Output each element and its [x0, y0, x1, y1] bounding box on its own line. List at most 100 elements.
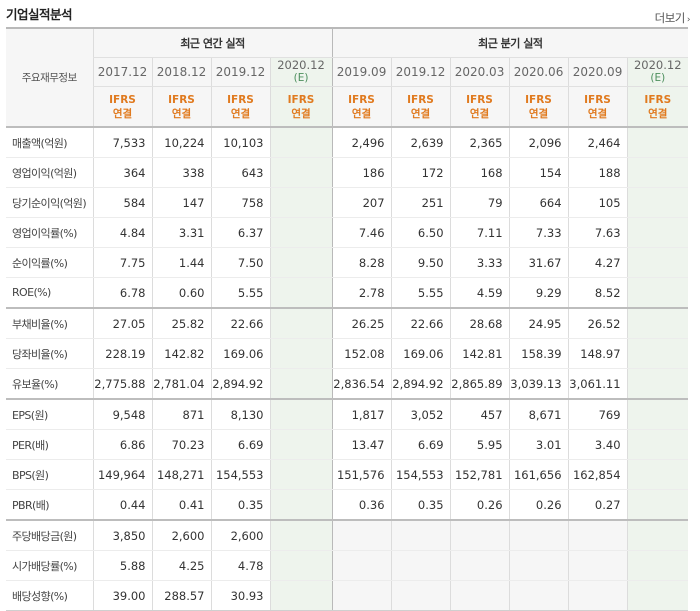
quarter-value: 154 — [508, 157, 569, 188]
quarter-value: 22.66 — [390, 307, 451, 339]
quarter-value: 152,781 — [449, 459, 510, 490]
column-header-label: 주요재무정보 — [6, 27, 93, 127]
quarter-estimate-value — [626, 157, 689, 188]
annual-value: 758 — [210, 187, 270, 218]
quarter-value: 188 — [567, 157, 628, 188]
row-label: 배당성향(%) — [6, 580, 93, 611]
quarter-estimate-value — [626, 550, 689, 581]
row-label: PER(배) — [6, 429, 93, 460]
ifrs-badge: IFRS 연결 — [92, 86, 152, 128]
quarter-value — [449, 519, 510, 551]
annual-estimate-value — [269, 459, 333, 490]
consolidated-label: 연결 — [112, 107, 133, 120]
annual-value: 10,224 — [151, 126, 211, 158]
quarter-value: 2,836.54 — [331, 368, 392, 400]
quarter-value — [508, 519, 569, 551]
annual-value: 4.25 — [151, 550, 211, 581]
annual-estimate-value — [269, 187, 333, 218]
annual-value: 10,103 — [210, 126, 270, 158]
quarter-value: 158.39 — [508, 338, 569, 369]
chevron-right-icon: › — [686, 15, 691, 25]
more-link[interactable]: 더보기 › — [654, 10, 691, 26]
quarter-date-header: 2019.09 — [331, 57, 392, 87]
quarter-value — [331, 550, 392, 581]
consolidated-label: 연결 — [469, 107, 490, 120]
ifrs-badge: IFRS 연결 — [269, 86, 333, 128]
annual-value: 2,775.88 — [92, 368, 152, 400]
row-label: 영업이익률(%) — [6, 217, 93, 248]
quarter-value: 2,496 — [331, 126, 392, 158]
annual-value: 4.84 — [92, 217, 152, 248]
quarter-value: 2,894.92 — [390, 368, 451, 400]
section-title: 기업실적분석 — [6, 7, 73, 22]
quarter-estimate-value — [626, 429, 689, 460]
ifrs-label: IFRS — [466, 93, 493, 106]
annual-estimate-value — [269, 247, 333, 278]
table-row: 매출액(억원) 7,533 10,224 10,103 2,496 2,639 2,365 2… — [6, 126, 689, 158]
annual-estimate-value — [269, 157, 333, 188]
quarter-value: 3.01 — [508, 429, 569, 460]
table-row: 시가배당률(%) 5.88 4.25 4.78 — [6, 550, 689, 581]
annual-value: 70.23 — [151, 429, 211, 460]
quarter-value: 0.26 — [449, 489, 510, 521]
consolidated-label: 연결 — [410, 107, 431, 120]
row-label: 유보율(%) — [6, 368, 93, 400]
table-row: 당기순이익(억원) 584 147 758 207 251 79 664 105 — [6, 187, 689, 218]
ifrs-badge: IFRS 연결 — [151, 86, 211, 128]
ifrs-label: IFRS — [227, 93, 254, 106]
row-label: EPS(원) — [6, 398, 93, 430]
annual-value: 1.44 — [151, 247, 211, 278]
quarter-value: 8,671 — [508, 398, 569, 430]
row-label: PBR(배) — [6, 489, 93, 521]
quarter-estimate-value — [626, 459, 689, 490]
table-row: 배당성향(%) 39.00 288.57 30.93 — [6, 580, 689, 611]
annual-value: 6.78 — [92, 277, 152, 309]
more-label: 더보기 — [654, 11, 686, 25]
annual-value: 0.41 — [151, 489, 211, 521]
row-label: BPS(원) — [6, 459, 93, 490]
consolidated-label: 연결 — [171, 107, 192, 120]
quarter-value: 9.29 — [508, 277, 569, 309]
row-label: 매출액(억원) — [6, 126, 93, 158]
annual-value: 147 — [151, 187, 211, 218]
quarter-value: 7.63 — [567, 217, 628, 248]
annual-value: 7,533 — [92, 126, 152, 158]
quarter-value: 0.35 — [390, 489, 451, 521]
quarter-value: 2.78 — [331, 277, 392, 309]
annual-date-header: 2019.12 — [210, 57, 270, 87]
quarter-estimate-value — [626, 307, 689, 339]
table-row: 영업이익률(%) 4.84 3.31 6.37 7.46 6.50 7.11 7.33 7.63 — [6, 217, 689, 248]
quarter-value: 3,039.13 — [508, 368, 569, 400]
annual-value: 2,600 — [151, 519, 211, 551]
quarter-value: 457 — [449, 398, 510, 430]
quarter-value — [390, 580, 451, 611]
quarter-value: 168 — [449, 157, 510, 188]
annual-value: 6.86 — [92, 429, 152, 460]
quarter-value: 3.33 — [449, 247, 510, 278]
consolidated-label: 연결 — [528, 107, 549, 120]
annual-value: 2,600 — [210, 519, 270, 551]
quarter-value: 7.33 — [508, 217, 569, 248]
consolidated-label: 연결 — [648, 107, 668, 120]
quarter-value: 9.50 — [390, 247, 451, 278]
quarter-value: 2,365 — [449, 126, 510, 158]
quarter-value: 79 — [449, 187, 510, 218]
quarter-value: 7.11 — [449, 217, 510, 248]
ifrs-badge: IFRS 연결 — [210, 86, 270, 128]
annual-value: 643 — [210, 157, 270, 188]
quarter-value — [390, 550, 451, 581]
quarter-value: 0.27 — [567, 489, 628, 521]
annual-value: 39.00 — [92, 580, 152, 611]
quarter-value: 162,854 — [567, 459, 628, 490]
annual-estimate-value — [269, 519, 333, 551]
quarter-value: 148.97 — [567, 338, 628, 369]
quarter-value: 142.81 — [449, 338, 510, 369]
annual-value: 27.05 — [92, 307, 152, 339]
quarter-date-header: 2020.03 — [449, 57, 510, 87]
quarter-estimate-value — [626, 398, 689, 430]
annual-date-header: 2018.12 — [151, 57, 211, 87]
quarter-value: 8.52 — [567, 277, 628, 309]
quarter-date-header: 2019.12 — [390, 57, 451, 87]
annual-estimate-value — [269, 307, 333, 339]
annual-value: 148,271 — [151, 459, 211, 490]
